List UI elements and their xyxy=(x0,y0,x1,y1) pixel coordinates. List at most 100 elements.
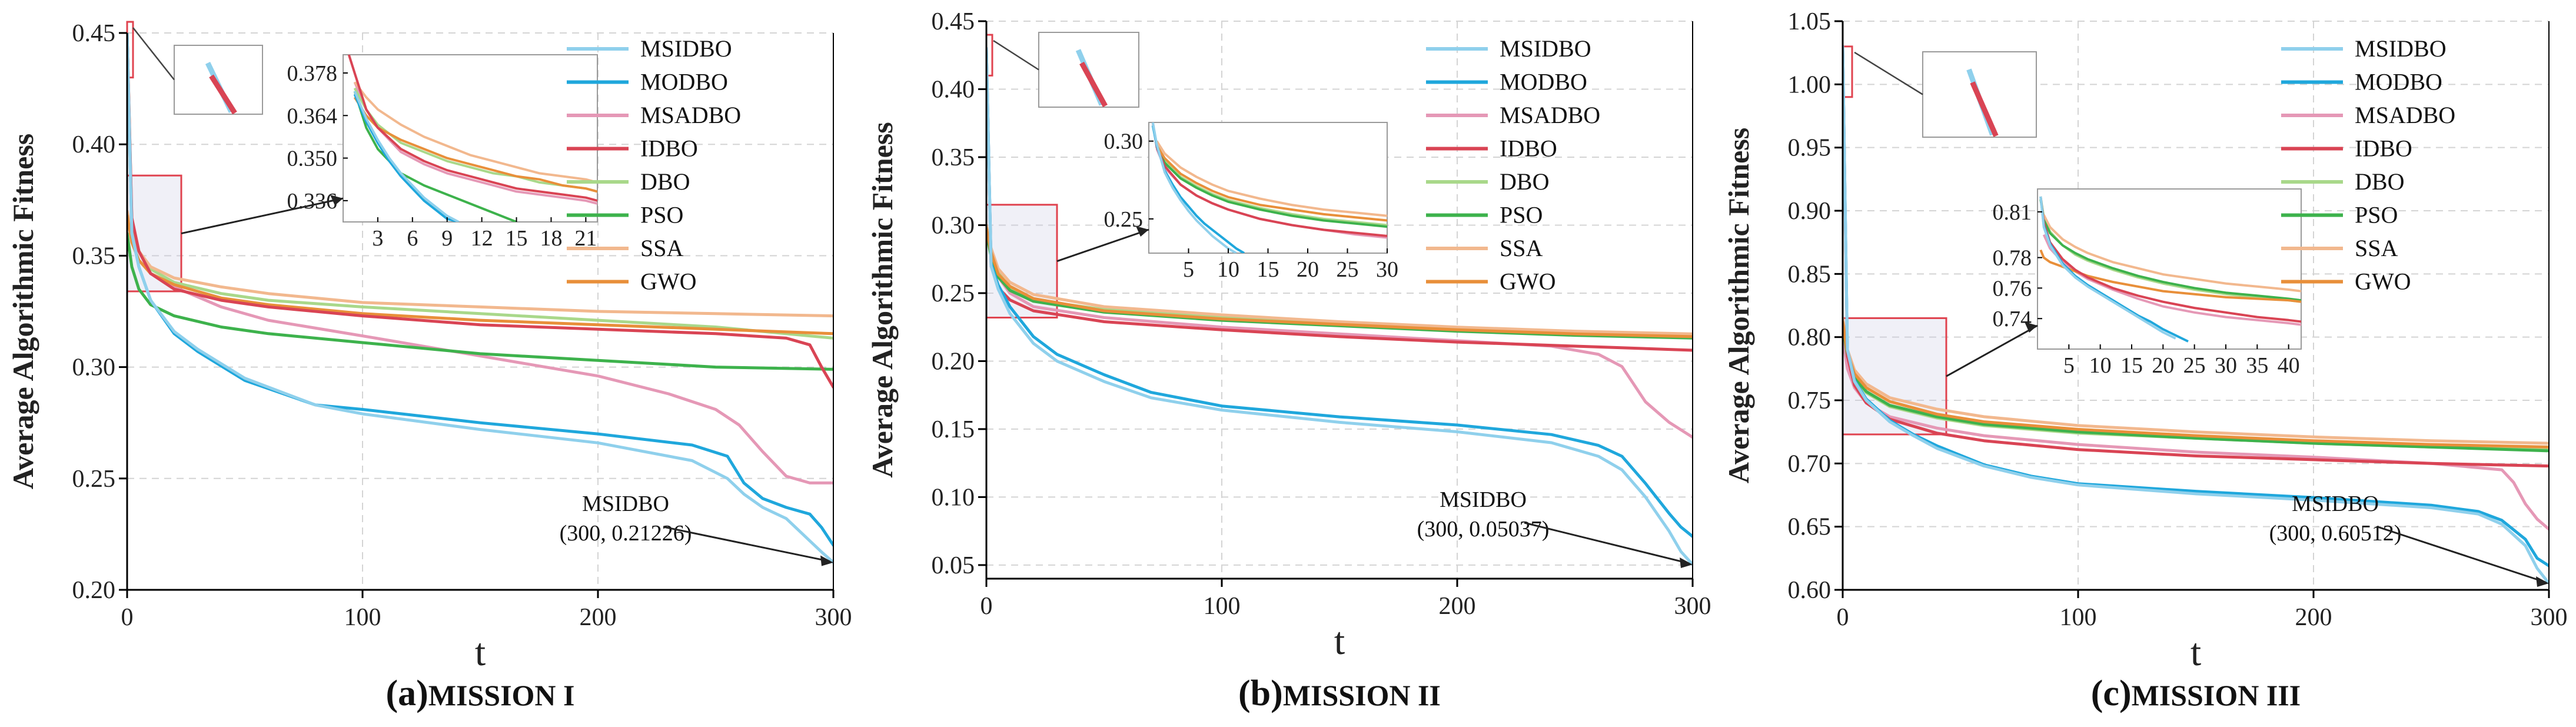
legend-label: DBO xyxy=(2355,168,2404,195)
inset-y-tick-label: 0.30 xyxy=(1104,130,1144,154)
annotation-arrow-head xyxy=(1680,557,1693,569)
series-line-modbo xyxy=(986,47,1693,538)
inset-x-tick-label: 30 xyxy=(1376,257,1398,282)
inset-x-tick-label: 20 xyxy=(1297,257,1319,282)
inset-line-pso xyxy=(1155,147,1387,228)
y-tick-label: 0.45 xyxy=(932,8,975,35)
inset-line-idbo xyxy=(347,55,597,202)
y-tick-label: 0.30 xyxy=(72,354,116,381)
inset-series-group xyxy=(2039,196,2301,343)
panel-title: (a)MISSION I xyxy=(386,673,575,713)
annotation-name: MSIDBO xyxy=(582,492,669,516)
x-tick-label: 200 xyxy=(580,604,617,631)
inset-line-pso xyxy=(353,91,517,222)
legend-label: PSO xyxy=(640,202,683,228)
legend-label: MSIDBO xyxy=(640,35,732,62)
panel-name: MISSION I xyxy=(428,679,575,712)
annotation-arrow-head xyxy=(820,555,833,566)
inset-series-group xyxy=(1151,122,1387,253)
legend-label: GWO xyxy=(640,268,697,295)
legend-label: GWO xyxy=(1500,268,1556,295)
legend-label: DBO xyxy=(640,168,690,195)
inset-line-msidbo xyxy=(353,91,460,222)
legend-label: IDBO xyxy=(640,135,698,162)
y-axis-label: Average Algorithmic Fitness xyxy=(866,122,899,478)
start-detail-arrow xyxy=(132,27,175,81)
y-tick-label: 0.25 xyxy=(72,466,116,493)
y-tick-label: 0.60 xyxy=(1788,577,1832,604)
panel-title: (c)MISSION III xyxy=(2091,673,2301,713)
inset-series-group xyxy=(347,55,597,222)
x-axis-label: t xyxy=(2191,631,2201,674)
y-tick-label: 0.15 xyxy=(932,416,975,443)
legend-label: SSA xyxy=(640,235,683,261)
x-tick-label: 100 xyxy=(1204,593,1241,620)
legend-label: MSADBO xyxy=(2355,102,2455,128)
inset-line-gwo xyxy=(2039,249,2301,303)
series-line-idbo xyxy=(127,33,833,389)
annotation-arrow xyxy=(1524,522,1690,565)
legend-label: MODBO xyxy=(1500,69,1587,95)
inset-x-tick-label: 9 xyxy=(441,226,453,251)
x-tick-label: 100 xyxy=(344,604,381,631)
y-tick-label: 0.40 xyxy=(72,131,116,158)
inset-x-tick-label: 30 xyxy=(2215,353,2237,378)
series-group xyxy=(986,47,1693,566)
x-axis-label: t xyxy=(475,631,486,674)
inset-line-ssa xyxy=(2042,214,2301,293)
annotation-name: MSIDBO xyxy=(2292,492,2379,516)
start-detail-idbo xyxy=(1970,81,1999,137)
y-tick-label: 0.25 xyxy=(932,280,975,307)
inset-x-tick-label: 3 xyxy=(372,226,383,251)
series-line-ssa xyxy=(986,224,1693,336)
inset-x-tick-label: 25 xyxy=(1337,257,1359,282)
annotation-value: (300, 0.60512) xyxy=(2269,521,2402,546)
y-tick-label: 0.35 xyxy=(72,243,116,270)
panel-prefix: (c) xyxy=(2091,673,2132,713)
inset-arrow-head xyxy=(2025,322,2037,333)
y-tick-label: 0.10 xyxy=(932,484,975,511)
inset-y-tick-label: 0.76 xyxy=(1993,276,2032,301)
annotation-name: MSIDBO xyxy=(1440,487,1527,512)
series-group xyxy=(127,33,833,564)
inset-x-tick-label: 25 xyxy=(2183,353,2206,378)
y-axis-label: Average Algorithmic Fitness xyxy=(6,134,39,490)
annotation-arrow xyxy=(2377,526,2546,583)
inset-y-tick-label: 0.74 xyxy=(1993,307,2032,331)
inset-line-pso xyxy=(2039,199,2301,302)
x-tick-label: 200 xyxy=(1439,593,1476,620)
y-tick-label: 0.95 xyxy=(1788,135,1832,162)
inset-y-tick-label: 0.25 xyxy=(1104,207,1144,232)
panel-mission-1: 0 100 200 300 0.20 0.25 0.30 0.35 0.40 0.45 Averag… xyxy=(6,20,852,713)
series-group xyxy=(1843,45,2549,585)
series-line-gwo xyxy=(986,226,1693,338)
inset-y-tick-label: 0.78 xyxy=(1993,246,2032,271)
inset-line-modbo xyxy=(353,94,459,222)
y-tick-label: 0.40 xyxy=(932,76,975,103)
panel-prefix: (a) xyxy=(386,673,428,713)
inset-x-tick-label: 40 xyxy=(2278,353,2300,378)
legend-label: SSA xyxy=(2355,235,2398,261)
inset-x-tick-label: 10 xyxy=(1217,257,1239,282)
x-axis-label: t xyxy=(1334,620,1345,663)
legend-label: MODBO xyxy=(640,69,728,95)
inset-x-tick-label: 12 xyxy=(471,226,493,251)
x-tick-label: 200 xyxy=(2295,604,2332,631)
start-detail-idbo xyxy=(1079,61,1108,108)
start-detail-idbo xyxy=(209,74,237,115)
start-detail-arrow xyxy=(1854,51,1923,95)
inset-x-tick-label: 15 xyxy=(506,226,528,251)
series-line-msidbo xyxy=(986,47,1693,566)
inset-y-tick-label: 0.364 xyxy=(287,104,338,128)
x-tick-label: 0 xyxy=(980,593,993,620)
x-tick-label: 300 xyxy=(2531,604,2568,631)
annotation-value: (300, 0.21226) xyxy=(560,521,692,546)
x-tick-label: 100 xyxy=(2060,604,2097,631)
series-line-msidbo xyxy=(127,33,833,564)
legend-label: SSA xyxy=(1500,235,1543,261)
inset-arrow xyxy=(181,197,344,235)
legend-label: DBO xyxy=(1500,168,1549,195)
inset-line-gwo xyxy=(1155,145,1387,222)
legend-label: MSIDBO xyxy=(1500,35,1591,62)
